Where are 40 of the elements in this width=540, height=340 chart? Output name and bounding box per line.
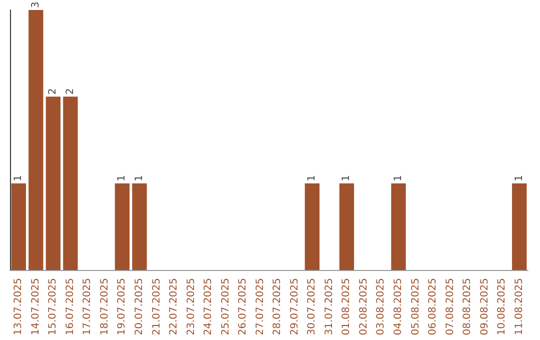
data-label: 2 (64, 88, 76, 95)
data-label: 2 (48, 88, 59, 95)
x-tick-label: 13.07.2025 (13, 278, 24, 336)
data-label: 1 (393, 174, 404, 182)
x-tick-label: 24.07.2025 (203, 278, 214, 336)
x-tick-label: 10.08.2025 (496, 278, 508, 336)
x-tick-label: 28.07.2025 (272, 278, 284, 336)
data-label: 1 (116, 174, 128, 182)
x-tick-label: 03.08.2025 (376, 278, 387, 336)
data-label: 1 (134, 174, 145, 182)
x-tick-label: 25.07.2025 (220, 278, 232, 336)
x-tick-label: 04.08.2025 (393, 278, 404, 336)
x-tick-label: 22.07.2025 (168, 278, 180, 336)
x-tick-label: 29.07.2025 (289, 278, 300, 336)
x-tick-label: 27.07.2025 (254, 278, 266, 336)
x-tick-label: 05.08.2025 (410, 278, 422, 336)
data-label: 3 (30, 2, 42, 8)
data-label: 1 (306, 174, 318, 182)
x-tick-label: 16.07.2025 (64, 278, 76, 336)
data-label: 1 (13, 174, 24, 182)
x-tick-label: 19.07.2025 (116, 278, 128, 336)
x-tick-label: 31.07.2025 (324, 278, 335, 336)
x-tick-label: 18.07.2025 (99, 278, 110, 336)
x-tick-label: 08.08.2025 (462, 278, 474, 336)
x-tick-label: 15.07.2025 (48, 278, 59, 336)
x-tick-label: 11.08.2025 (514, 278, 525, 336)
x-tick-label: 17.07.2025 (82, 278, 94, 336)
x-tick-label: 23.07.2025 (186, 278, 197, 336)
x-tick-label: 26.07.2025 (238, 278, 249, 336)
x-tick-label: 09.08.2025 (479, 278, 490, 336)
x-tick-label: 20.07.2025 (134, 278, 145, 336)
x-tick-label: 07.08.2025 (444, 278, 456, 336)
x-tick-label: 02.08.2025 (358, 278, 370, 336)
x-tick-label: 06.08.2025 (428, 278, 439, 336)
data-label: 1 (341, 174, 352, 182)
x-tick-label: 21.07.2025 (151, 278, 162, 336)
x-tick-label: 30.07.2025 (306, 278, 318, 336)
data-label: 1 (514, 174, 525, 182)
x-tick-label: 01.08.2025 (341, 278, 352, 336)
x-tick-label: 14.07.2025 (30, 278, 42, 336)
